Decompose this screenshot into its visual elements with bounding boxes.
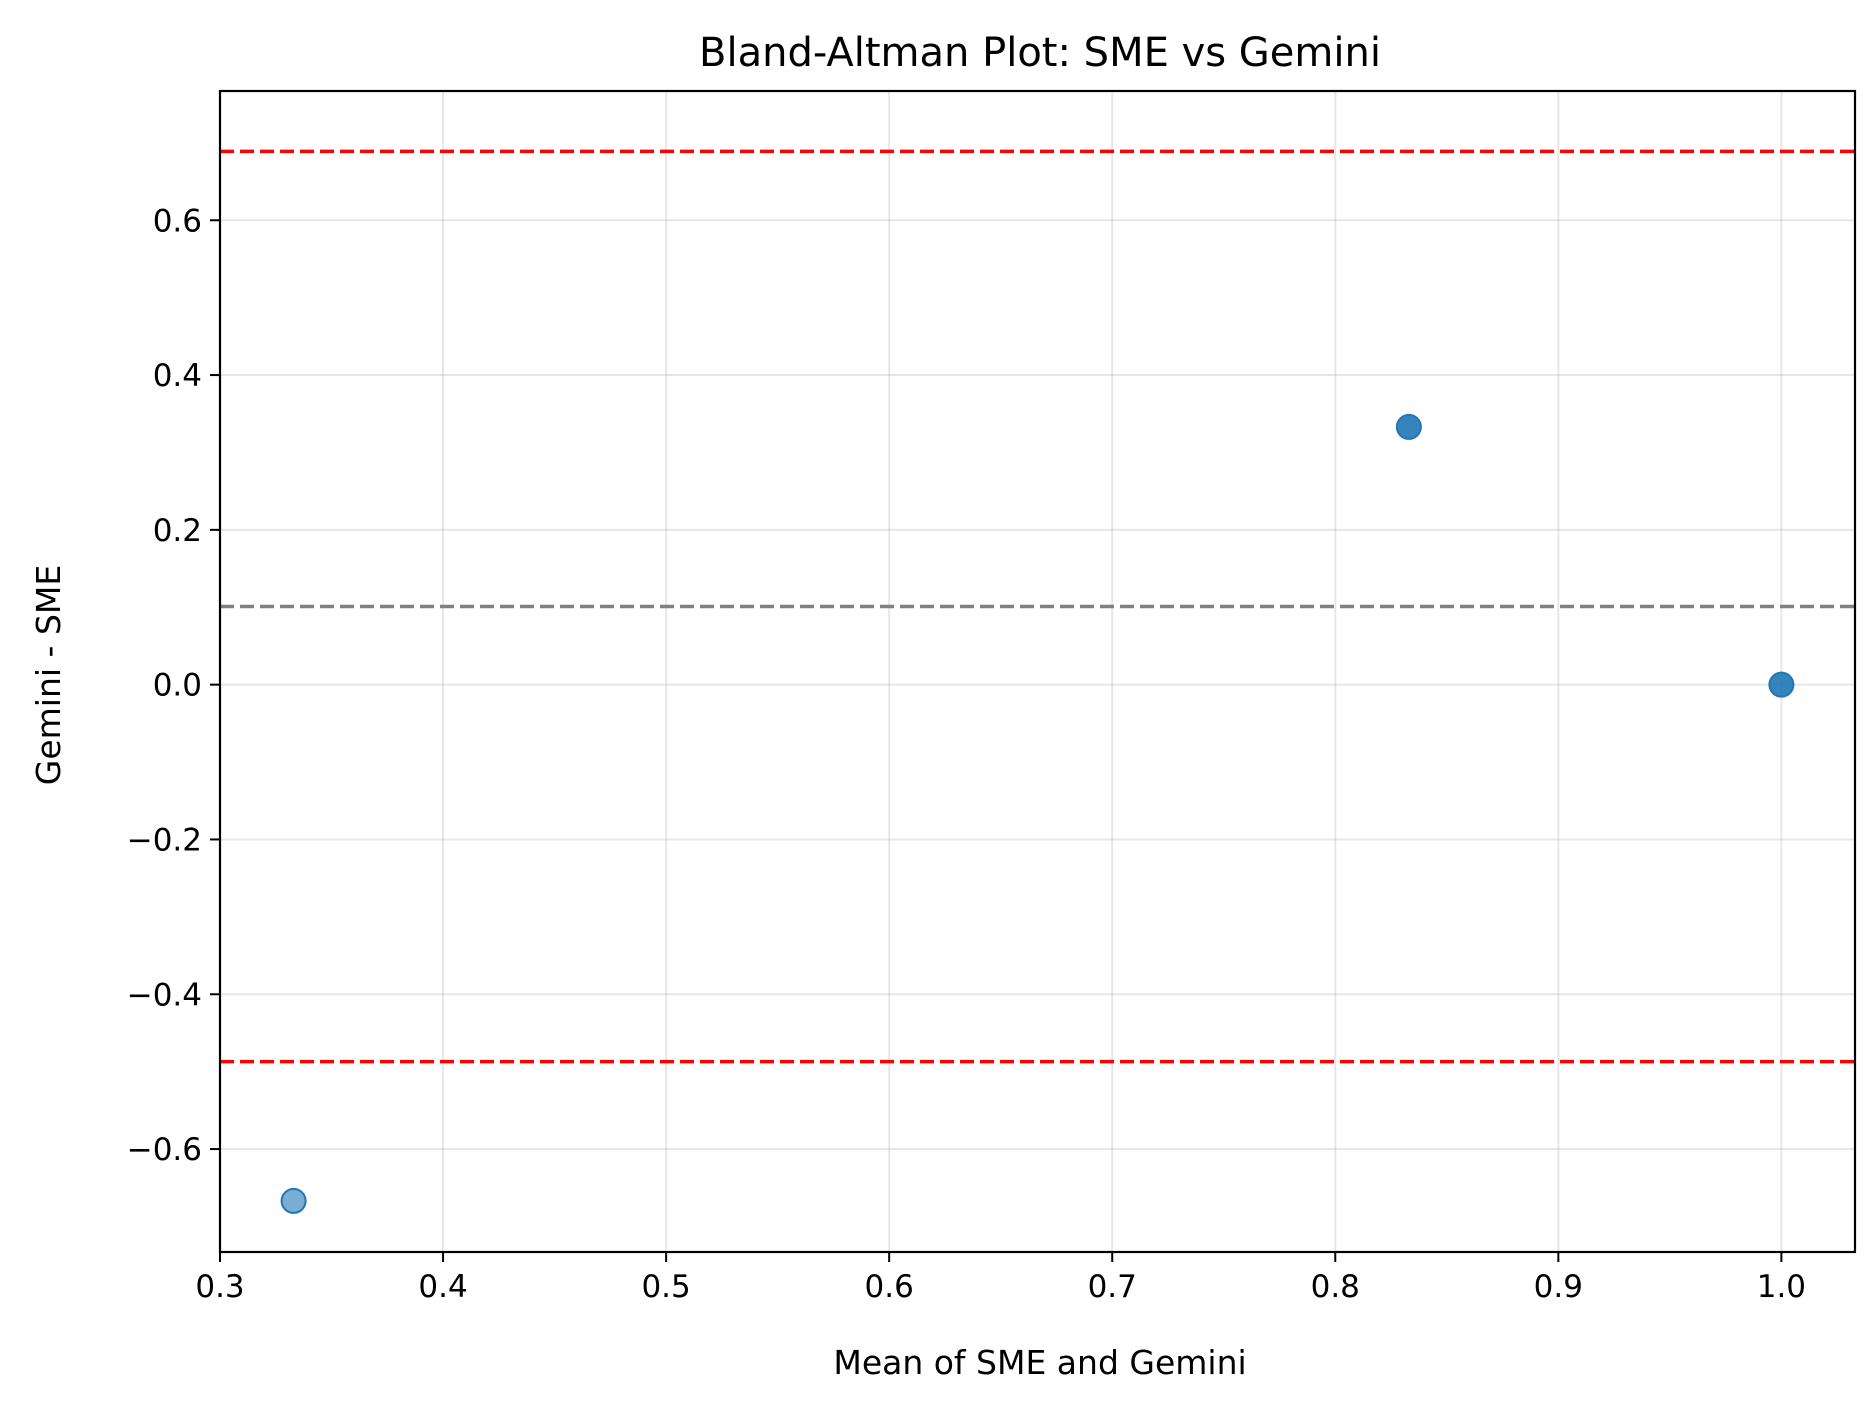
x-axis-label: Mean of SME and Gemini <box>833 1343 1246 1382</box>
x-tick-label: 0.9 <box>1534 1269 1583 1305</box>
x-tick-label: 0.8 <box>1311 1269 1360 1305</box>
y-tick-label: −0.4 <box>127 977 202 1013</box>
y-tick-label: −0.6 <box>127 1132 202 1168</box>
data-points <box>280 413 1795 1214</box>
y-tick-label: 0.4 <box>153 358 202 394</box>
x-tick-label: 0.6 <box>865 1269 914 1305</box>
y-tick-label: −0.2 <box>127 822 202 858</box>
data-point <box>280 1187 307 1214</box>
axis-ticks: 0.3 0.4 0.5 0.6 0.7 0.8 0.9 1.0 0.6 0.4 0.2 0.0 −0.2… <box>127 203 1806 1305</box>
plot-frame <box>218 89 1857 1254</box>
y-tick-label: 0.6 <box>153 203 202 239</box>
x-tick-label: 0.7 <box>1088 1269 1137 1305</box>
data-point <box>1395 413 1422 440</box>
y-axis-label: Gemini - SME <box>29 565 68 785</box>
x-tick-label: 0.3 <box>195 1269 244 1305</box>
x-tick-label: 1.0 <box>1757 1269 1806 1305</box>
y-tick-label: 0.2 <box>153 513 202 549</box>
grid-lines <box>219 91 1855 1252</box>
x-tick-label: 0.4 <box>418 1269 467 1305</box>
y-tick-label: 0.0 <box>153 668 202 704</box>
reference-lines <box>220 149 1855 1064</box>
x-tick-label: 0.5 <box>641 1269 690 1305</box>
data-point <box>1768 671 1795 698</box>
chart-title: Bland-Altman Plot: SME vs Gemini <box>699 30 1381 76</box>
